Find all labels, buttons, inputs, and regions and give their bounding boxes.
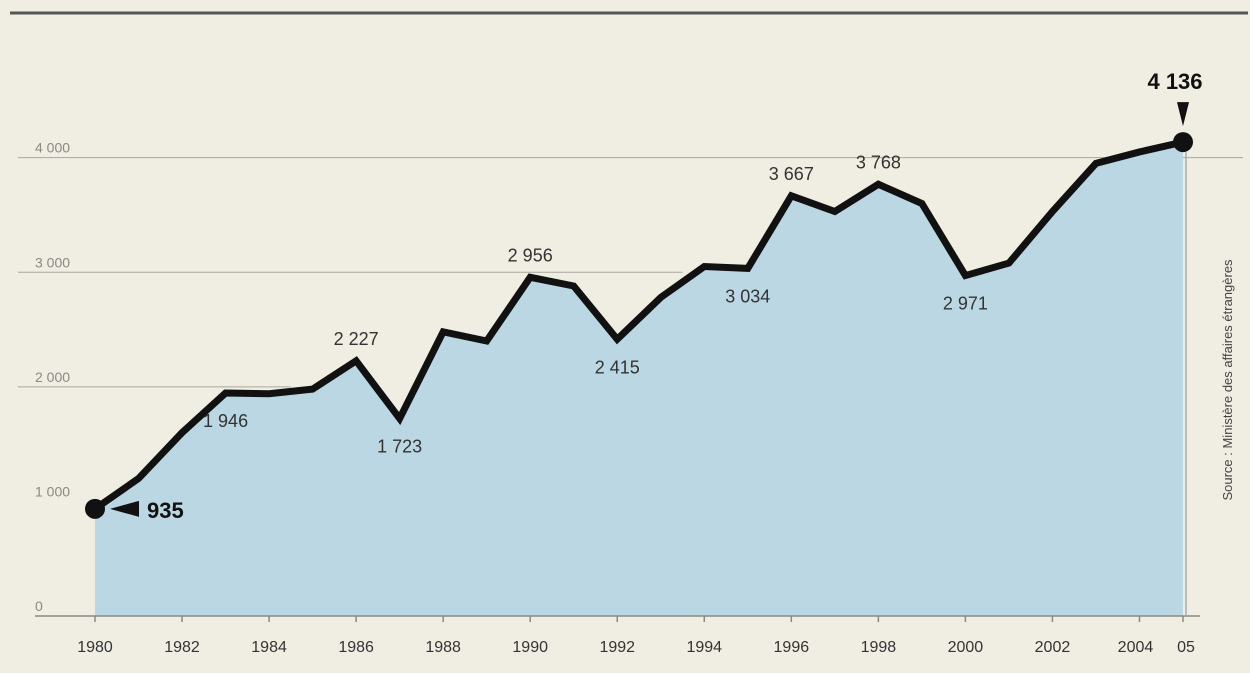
highlight-point-2005 <box>1173 132 1193 153</box>
data-label-1995: 3 034 <box>725 286 770 306</box>
x-tick-label-1986: 1986 <box>338 639 374 656</box>
y-tick-label-3000: 3 000 <box>35 254 70 270</box>
data-label-1987: 1 723 <box>377 437 422 457</box>
y-tick-label-4000: 4 000 <box>35 140 70 156</box>
x-tick-label-1982: 1982 <box>164 639 200 656</box>
data-label-2000: 2 971 <box>943 294 988 314</box>
y-tick-label-2000: 2 000 <box>35 369 70 385</box>
x-tick-label-1996: 1996 <box>774 639 810 656</box>
gridlines <box>18 157 1243 388</box>
x-tick-label-1992: 1992 <box>599 639 635 656</box>
highlight-point-1980 <box>85 498 105 519</box>
source-note: Source : Ministère des affaires étrangèr… <box>1220 259 1235 501</box>
x-tick-label-1988: 1988 <box>425 639 461 656</box>
area-fill <box>95 142 1183 617</box>
x-tick-label-2004: 2004 <box>1118 639 1154 656</box>
data-label-1986: 2 227 <box>334 329 379 349</box>
data-label-1983: 1 946 <box>203 411 248 431</box>
x-tick-label-2000: 2000 <box>948 639 984 656</box>
y-tick-label-1000: 1 000 <box>35 483 70 499</box>
x-tick-label-1984: 1984 <box>251 639 287 656</box>
pointer-arrow-2005 <box>1177 102 1189 127</box>
axes <box>35 152 1200 622</box>
series-line-group <box>91 138 1187 513</box>
data-label-1990: 2 956 <box>508 245 553 265</box>
series-line <box>91 138 1187 513</box>
x-tick-label-1994: 1994 <box>686 639 722 656</box>
data-label-1996: 3 667 <box>769 164 814 184</box>
x-tick-label-1980: 1980 <box>77 639 113 656</box>
pointer-arrow-1980 <box>110 500 139 517</box>
tick-labels: 0 1 000 2 000 3 000 4 000 1980 1982 1984 1986 198… <box>35 140 1195 656</box>
data-label-1992: 2 415 <box>595 357 640 377</box>
x-tick-label-1998: 1998 <box>861 639 897 656</box>
y-tick-label-0: 0 <box>35 598 43 614</box>
highlight-label-2005: 4 136 <box>1147 69 1202 94</box>
x-tick-label-1990: 1990 <box>512 639 548 656</box>
x-tick-label-2002: 2002 <box>1035 639 1071 656</box>
highlight-label-1980: 935 <box>147 498 184 523</box>
data-label-1998: 3 768 <box>856 152 901 172</box>
x-tick-label-2005: 05 <box>1177 639 1195 656</box>
area-fill-group <box>95 142 1183 617</box>
data-labels: 1 946 2 227 1 723 2 956 2 415 3 034 3 667 3 768… <box>85 69 1203 523</box>
